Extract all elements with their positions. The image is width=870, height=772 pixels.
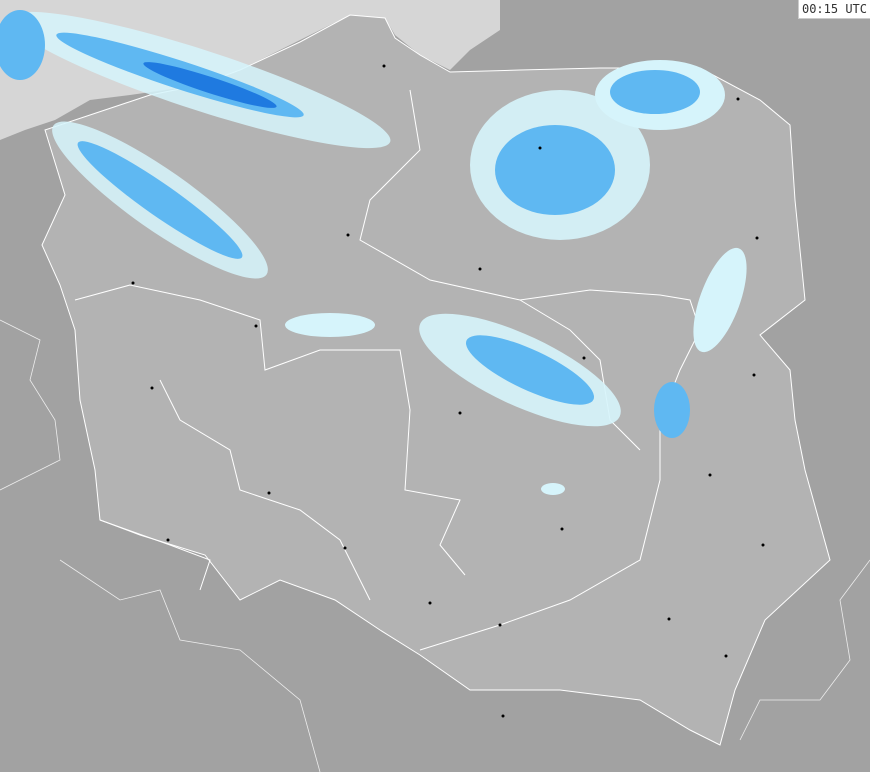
neighbour-borders	[0, 319, 870, 772]
timestamp-label: 00:15 UTC	[797, 0, 870, 19]
precipitation	[0, 10, 747, 495]
voivodeship-borders	[74, 89, 701, 651]
city-markers	[131, 64, 765, 718]
